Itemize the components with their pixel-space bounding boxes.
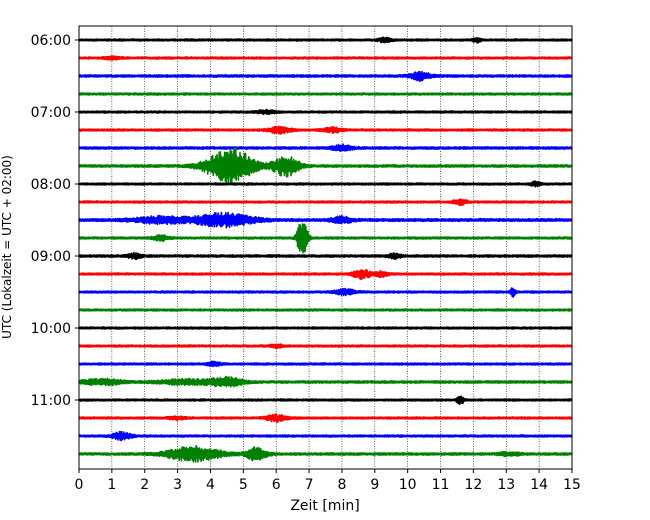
- trace-series: [78, 36, 573, 463]
- trace-1045: [78, 375, 573, 388]
- trace-1015: [78, 343, 573, 350]
- trace-0800: [78, 180, 573, 188]
- trace-0930: [78, 287, 573, 298]
- x-tick-label: 14: [530, 477, 548, 493]
- x-tick-label: 11: [432, 477, 450, 493]
- trace-0915: [78, 268, 573, 281]
- plot-frame: [78, 25, 573, 470]
- x-axis-ticks: 0 1 2 3 4 5 6 7 8 9 10 11 12 13 14 15: [75, 469, 581, 493]
- trace-0830: [78, 211, 573, 229]
- x-tick-label: 12: [464, 477, 482, 493]
- x-tick-label: 7: [305, 477, 314, 493]
- x-tick-label: 13: [497, 477, 515, 493]
- trace-1145: [78, 444, 573, 463]
- y-tick-label: 08:00: [31, 177, 71, 193]
- grid-lines: [111, 26, 540, 469]
- x-tick-label: 10: [399, 477, 417, 493]
- trace-1100: [78, 395, 573, 405]
- x-tick-label: 9: [370, 477, 379, 493]
- x-tick-label: 3: [173, 477, 182, 493]
- trace-0700: [78, 108, 573, 116]
- trace-0715: [78, 125, 573, 135]
- y-axis-label: UTC (Lokalzeit = UTC + 02:00): [0, 155, 14, 339]
- trace-0630: [78, 70, 573, 82]
- y-tick-label: 07:00: [31, 105, 71, 121]
- trace-1115: [78, 413, 573, 423]
- trace-0600: [78, 36, 573, 44]
- trace-1030: [78, 360, 573, 368]
- y-tick-label: 11:00: [31, 393, 71, 409]
- trace-1130: [78, 430, 573, 442]
- y-tick-label: 09:00: [31, 249, 71, 265]
- trace-0900: [78, 251, 573, 261]
- x-tick-label: 15: [563, 477, 581, 493]
- x-tick-label: 1: [107, 477, 116, 493]
- trace-0615: [78, 55, 573, 61]
- trace-0945: [78, 308, 573, 312]
- trace-0730: [78, 143, 573, 153]
- trace-0645: [78, 92, 573, 96]
- trace-0745: [78, 147, 573, 186]
- y-tick-label: 06:00: [31, 33, 71, 49]
- x-tick-label: 0: [75, 477, 84, 493]
- y-tick-label: 10:00: [31, 321, 71, 337]
- x-tick-label: 2: [140, 477, 149, 493]
- x-tick-label: 5: [239, 477, 248, 493]
- trace-0815: [78, 198, 573, 207]
- y-axis-ticks: 06:00 07:00 08:00 09:00 10:00 11:00: [31, 33, 79, 409]
- trace-0845: [78, 223, 573, 254]
- trace-1000: [78, 326, 573, 330]
- x-tick-label: 6: [272, 477, 281, 493]
- x-axis-label: Zeit [min]: [290, 498, 359, 514]
- x-tick-label: 4: [206, 477, 215, 493]
- x-tick-label: 8: [337, 477, 346, 493]
